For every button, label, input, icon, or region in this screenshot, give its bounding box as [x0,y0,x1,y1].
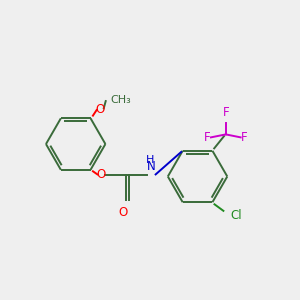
Text: O: O [96,103,105,116]
Text: Cl: Cl [230,208,242,221]
Text: F: F [223,106,229,119]
Text: F: F [241,131,247,144]
Text: F: F [204,131,211,144]
Text: CH₃: CH₃ [110,95,131,105]
Text: O: O [118,206,127,219]
Text: H: H [146,154,154,165]
Text: O: O [96,169,106,182]
Text: N: N [147,160,156,172]
